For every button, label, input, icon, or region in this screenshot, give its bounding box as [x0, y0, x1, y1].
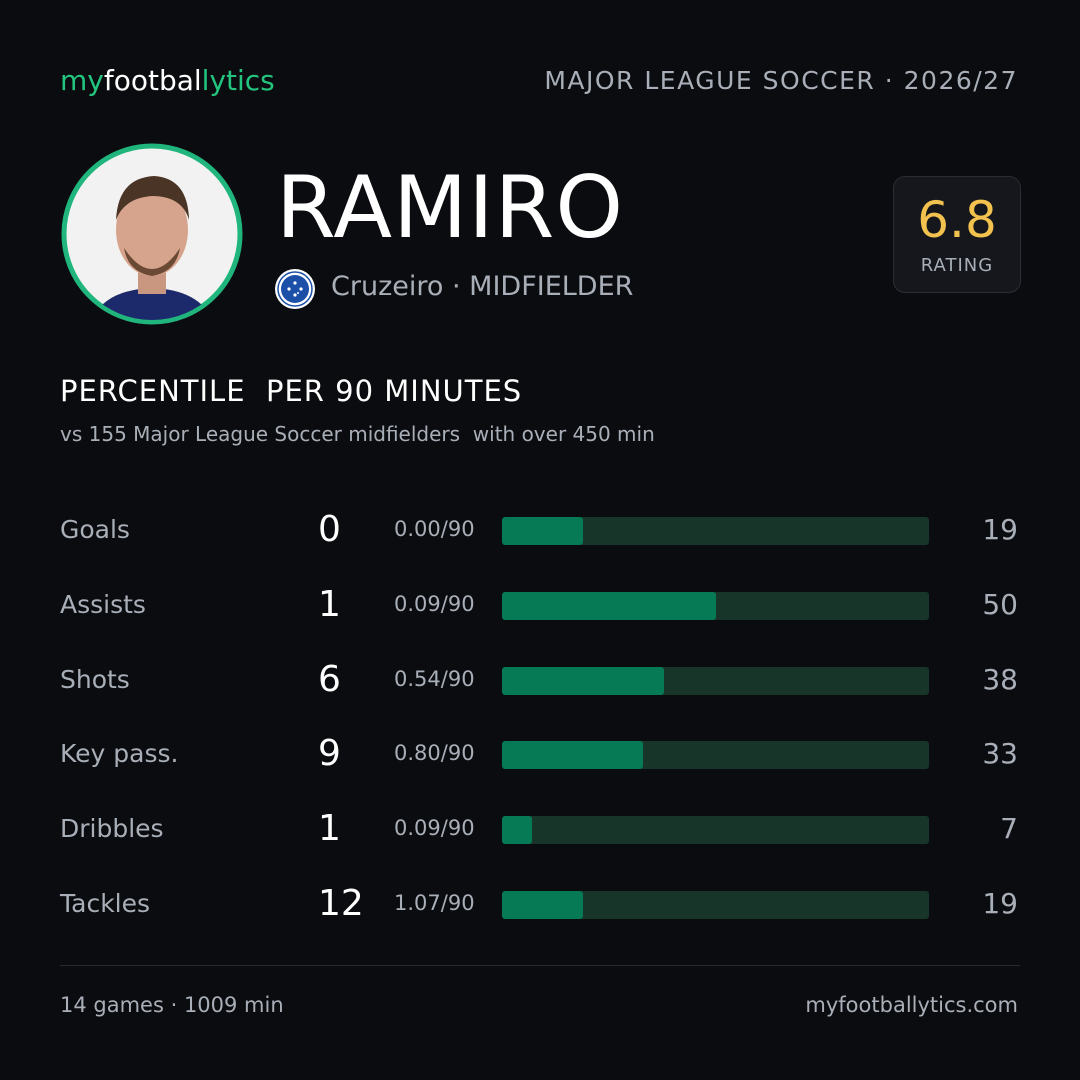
- league: MAJOR LEAGUE SOCCER · 2026/27: [544, 66, 1018, 95]
- section-title: PERCENTILE PER 90 MINUTES: [60, 374, 523, 408]
- footer-right: myfootballytics.com: [805, 993, 1018, 1017]
- club-line: Cruzeiro · MIDFIELDER: [331, 271, 633, 302]
- stat-count: 12: [318, 883, 364, 924]
- position: · MIDFIELDER: [451, 271, 634, 302]
- per90: 0.80/90: [394, 741, 475, 766]
- percentile: 33: [982, 737, 1018, 771]
- logo: myfootballytics: [60, 64, 275, 97]
- stat-label: Shots: [60, 664, 130, 694]
- stat-count: 1: [318, 808, 341, 850]
- per90: 0.00/90: [394, 517, 475, 541]
- per90: 0.09/90: [394, 591, 475, 616]
- stat-label: Goals: [60, 515, 130, 544]
- per90: 0.09/90: [394, 816, 475, 841]
- club: Cruzeiro: [331, 271, 444, 302]
- footer-left: 14 games · 1009 min: [60, 993, 284, 1017]
- bar-track: [502, 816, 929, 845]
- player-photo: [61, 143, 243, 325]
- logo-part: my: [60, 64, 104, 97]
- stat-count: 9: [318, 733, 341, 775]
- percentile: 7: [1000, 812, 1018, 846]
- stat-count: 0: [318, 509, 341, 550]
- club-badge: [275, 269, 315, 309]
- bar-track: [502, 591, 929, 620]
- logo-part: lytics: [201, 64, 275, 97]
- percentile: 19: [982, 887, 1018, 920]
- percentile: 19: [982, 513, 1018, 546]
- rating-box: 6.8 RATING: [893, 176, 1021, 293]
- bar-track: [502, 891, 929, 919]
- bar: [502, 517, 584, 545]
- percentile: 38: [982, 662, 1018, 696]
- stat-label: Tackles: [60, 889, 151, 918]
- bar-track: [502, 666, 929, 695]
- per90: 1.07/90: [394, 891, 475, 915]
- rating-label: RATING: [920, 255, 994, 276]
- percentile: 50: [982, 587, 1018, 621]
- per90: 0.54/90: [394, 666, 475, 691]
- stat-label: Dribbles: [60, 814, 164, 844]
- section-subtitle: vs 155 Major League Soccer midfielders w…: [60, 422, 655, 446]
- bar: [502, 591, 716, 620]
- bar: [502, 816, 532, 845]
- stat-label: Assists: [60, 589, 146, 619]
- bar: [502, 666, 665, 695]
- player-name: RAMIRO: [276, 158, 625, 258]
- bar: [502, 741, 643, 770]
- bar: [502, 891, 584, 919]
- rating: 6.8: [917, 191, 997, 249]
- bar-track: [502, 517, 929, 545]
- logo-part: footbal: [103, 64, 202, 97]
- divider: [60, 965, 1020, 966]
- bar-track: [502, 741, 929, 770]
- stat-count: 1: [318, 583, 341, 625]
- stat-count: 6: [318, 658, 341, 700]
- stat-label: Key pass.: [60, 739, 179, 769]
